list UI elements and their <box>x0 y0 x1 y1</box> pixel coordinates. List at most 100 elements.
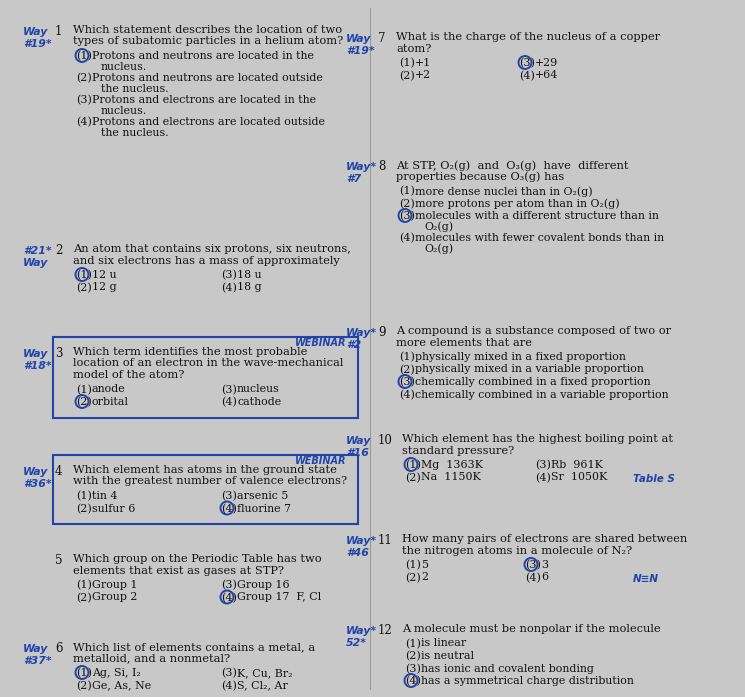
Text: (2): (2) <box>76 282 92 293</box>
Text: 2: 2 <box>421 572 428 583</box>
Text: #18*: #18* <box>23 361 51 371</box>
Text: (2): (2) <box>405 473 421 483</box>
Text: (3): (3) <box>76 95 92 105</box>
Text: (4): (4) <box>519 70 535 81</box>
Text: (3): (3) <box>221 491 237 501</box>
Text: with the greatest number of valence electrons?: with the greatest number of valence elec… <box>73 477 347 487</box>
Text: (3): (3) <box>525 560 541 570</box>
Text: Way: Way <box>23 349 48 359</box>
Text: (4): (4) <box>221 592 237 603</box>
Text: #2: #2 <box>346 340 361 350</box>
Text: Protons and electrons are located outside: Protons and electrons are located outsid… <box>92 117 325 127</box>
Text: the nitrogen atoms in a molecule of N₂?: the nitrogen atoms in a molecule of N₂? <box>402 546 632 556</box>
Text: An atom that contains six protons, six neutrons,: An atom that contains six protons, six n… <box>73 244 351 254</box>
Text: (1): (1) <box>76 668 92 678</box>
Text: 5: 5 <box>55 554 63 567</box>
Text: K, Cu, Br₂: K, Cu, Br₂ <box>237 668 293 678</box>
Text: (1): (1) <box>76 385 92 395</box>
Text: Way*: Way* <box>346 328 377 338</box>
Text: Way*: Way* <box>346 626 377 636</box>
Text: nucleus.: nucleus. <box>101 61 148 72</box>
Text: 4: 4 <box>55 465 63 478</box>
Text: 3: 3 <box>55 347 63 360</box>
Text: types of subatomic particles in a helium atom?: types of subatomic particles in a helium… <box>73 36 343 47</box>
Text: is neutral: is neutral <box>421 651 474 661</box>
Text: O₂(g): O₂(g) <box>424 243 453 254</box>
Text: (2): (2) <box>76 592 92 603</box>
Text: anode: anode <box>92 385 126 395</box>
Text: (1): (1) <box>405 460 421 470</box>
Text: sulfur 6: sulfur 6 <box>92 503 136 514</box>
Text: +2: +2 <box>415 70 431 80</box>
Text: 6: 6 <box>55 642 63 655</box>
Text: (2): (2) <box>76 503 92 514</box>
Text: more elements that are: more elements that are <box>396 337 532 348</box>
Text: (3): (3) <box>399 377 415 388</box>
Text: the nucleus.: the nucleus. <box>101 84 168 93</box>
Text: chemically combined in a fixed proportion: chemically combined in a fixed proportio… <box>415 377 650 387</box>
Text: (4): (4) <box>221 397 237 407</box>
Text: Ge, As, Ne: Ge, As, Ne <box>92 680 151 691</box>
Text: (2): (2) <box>405 651 421 661</box>
Text: (3): (3) <box>519 58 535 68</box>
Text: #37*: #37* <box>23 656 51 666</box>
Text: Group 1: Group 1 <box>92 580 138 590</box>
Text: (2): (2) <box>399 199 415 209</box>
Text: metalloid, and a nonmetal?: metalloid, and a nonmetal? <box>73 654 230 664</box>
Text: Group 2: Group 2 <box>92 592 137 602</box>
Text: #19*: #19* <box>346 46 375 56</box>
Text: (3): (3) <box>221 270 237 280</box>
Text: cathode: cathode <box>237 397 282 407</box>
Text: (4): (4) <box>221 503 237 514</box>
Text: (4): (4) <box>399 233 415 243</box>
Text: WEBINAR: WEBINAR <box>295 338 346 348</box>
Text: (2): (2) <box>399 70 415 81</box>
Text: 11: 11 <box>378 534 393 547</box>
Text: standard pressure?: standard pressure? <box>402 445 514 456</box>
Text: (1): (1) <box>405 638 421 649</box>
Text: elements that exist as gases at STP?: elements that exist as gases at STP? <box>73 565 284 576</box>
Text: orbital: orbital <box>92 397 129 407</box>
Text: Way: Way <box>23 27 48 37</box>
Text: (1): (1) <box>76 51 92 61</box>
Text: How many pairs of electrons are shared between: How many pairs of electrons are shared b… <box>402 534 687 544</box>
Text: atom?: atom? <box>396 43 431 54</box>
Text: 1: 1 <box>55 25 63 38</box>
Text: and six electrons has a mass of approximately: and six electrons has a mass of approxim… <box>73 256 340 266</box>
Text: Group 17  F, Cl: Group 17 F, Cl <box>237 592 321 602</box>
Text: 8: 8 <box>378 160 385 173</box>
Text: (2): (2) <box>405 572 421 583</box>
Text: Which element has the highest boiling point at: Which element has the highest boiling po… <box>402 434 673 444</box>
Text: #46: #46 <box>346 548 369 558</box>
Text: #19*: #19* <box>23 39 51 49</box>
Text: has a symmetrical charge distribution: has a symmetrical charge distribution <box>421 676 634 686</box>
Text: Ag, Si, I₂: Ag, Si, I₂ <box>92 668 141 678</box>
Text: chemically combined in a variable proportion: chemically combined in a variable propor… <box>415 390 668 399</box>
Text: Which element has atoms in the ground state: Which element has atoms in the ground st… <box>73 465 337 475</box>
Text: 6: 6 <box>541 572 548 583</box>
Text: (2): (2) <box>76 680 92 691</box>
Text: (2): (2) <box>399 365 415 375</box>
Bar <box>53 455 358 524</box>
Text: #7: #7 <box>346 174 361 184</box>
Text: #36*: #36* <box>23 479 51 489</box>
Text: physically mixed in a variable proportion: physically mixed in a variable proportio… <box>415 365 644 374</box>
Text: 7: 7 <box>378 32 385 45</box>
Text: 18 g: 18 g <box>237 282 261 293</box>
Text: At STP, O₂(g)  and  O₃(g)  have  different: At STP, O₂(g) and O₃(g) have different <box>396 160 629 171</box>
Text: +64: +64 <box>535 70 558 80</box>
Text: (4): (4) <box>399 390 415 400</box>
Text: has ionic and covalent bonding: has ionic and covalent bonding <box>421 664 594 673</box>
Text: Rb  961K: Rb 961K <box>551 460 603 470</box>
Text: molecules with a different structure than in: molecules with a different structure tha… <box>415 211 659 221</box>
Text: (4): (4) <box>535 473 551 483</box>
Text: (2): (2) <box>76 397 92 407</box>
Text: arsenic 5: arsenic 5 <box>237 491 288 501</box>
Bar <box>53 337 358 418</box>
Text: (4): (4) <box>405 676 421 687</box>
Text: WEBINAR: WEBINAR <box>295 456 346 466</box>
Text: 10: 10 <box>378 434 393 447</box>
Text: Way*: Way* <box>346 162 377 172</box>
Text: Which group on the Periodic Table has two: Which group on the Periodic Table has tw… <box>73 554 322 564</box>
Text: (3): (3) <box>399 211 415 222</box>
